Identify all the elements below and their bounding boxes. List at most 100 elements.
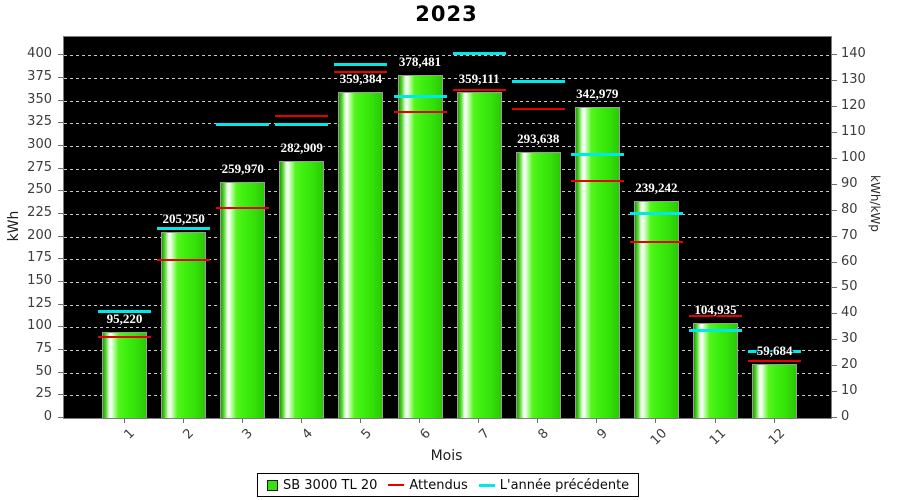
previous-year-series-swatch-icon <box>478 483 495 487</box>
x-tick-label: 1 <box>121 426 139 443</box>
bar-value-label: 378,481 <box>398 53 442 69</box>
attendus-marker <box>334 71 388 74</box>
y2-tick <box>832 287 837 289</box>
y-axis-tick-label: 300 <box>27 136 52 152</box>
x-tick-label: 5 <box>358 426 375 443</box>
y-axis-tick-label: 275 <box>27 159 52 175</box>
attendus-marker <box>216 207 270 210</box>
y2-tick <box>832 417 837 418</box>
x-tick <box>300 419 302 423</box>
gridline <box>64 168 831 170</box>
bar-value-label: 59,684 <box>756 342 793 358</box>
y-tick <box>58 144 63 146</box>
y-axis-tick-label: 350 <box>27 91 52 107</box>
y2-tick <box>832 183 837 185</box>
x-tick <box>773 419 775 423</box>
y2-axis-tick-label: 110 <box>841 123 866 139</box>
bar-value-label: 259,970 <box>221 161 264 177</box>
gridline <box>64 123 831 125</box>
gridline <box>64 395 831 397</box>
y2-tick <box>832 235 837 237</box>
previous-year-marker <box>157 226 211 230</box>
y-axis-tick-label: 75 <box>35 341 52 356</box>
y2-tick <box>832 365 837 367</box>
gridline <box>64 259 831 261</box>
gridline <box>64 281 831 283</box>
gridline <box>64 350 831 351</box>
x-tick-label: 4 <box>298 426 316 443</box>
y-axis-tick-label: 400 <box>27 46 52 62</box>
x-tick-label: 12 <box>765 426 789 449</box>
x-tick <box>241 419 243 423</box>
bar <box>633 201 679 418</box>
production-series-swatch-icon <box>266 479 278 491</box>
attendus-marker <box>275 114 329 117</box>
gridline <box>64 327 831 329</box>
y-axis-tick-label: 125 <box>27 295 52 311</box>
bar <box>220 182 266 418</box>
previous-year-marker <box>452 51 506 55</box>
bar <box>574 106 620 418</box>
bar-value-label: 293,638 <box>517 130 560 146</box>
bar-value-label: 104,935 <box>694 301 737 317</box>
y2-tick <box>832 80 837 82</box>
y2-axis-tick-label: 10 <box>841 383 858 399</box>
x-tick-label: 10 <box>647 426 671 449</box>
attendus-marker <box>393 111 447 114</box>
x-tick <box>478 419 480 423</box>
x-tick-label: 9 <box>594 426 611 443</box>
y-tick <box>58 394 63 396</box>
x-tick <box>182 419 184 423</box>
y-axis-tick-label: 25 <box>35 386 52 402</box>
y2-axis-tick-label: 90 <box>841 175 858 191</box>
x-tick <box>419 419 420 423</box>
y2-tick <box>832 339 837 341</box>
legend-label-previous-year: L'année précédente <box>499 477 630 493</box>
bar-value-label: 359,384 <box>339 71 383 86</box>
chart-title: 2023 <box>415 2 478 26</box>
x-tick-label: 3 <box>239 426 257 443</box>
y2-axis-tick-label: 140 <box>841 46 866 62</box>
y2-axis-tick-label: 130 <box>841 72 866 88</box>
attendus-marker <box>629 241 683 243</box>
x-tick <box>359 419 361 423</box>
x-tick-label: 2 <box>180 426 198 443</box>
y-axis-tick-label: 200 <box>27 227 52 243</box>
y2-axis-tick-label: 50 <box>841 279 858 295</box>
bar-value-label: 359,111 <box>458 71 500 87</box>
y2-tick <box>832 131 837 133</box>
bar-value-label: 282,909 <box>280 140 323 156</box>
y2-axis-tick-label: 40 <box>841 305 858 321</box>
gridline <box>64 55 831 57</box>
bar <box>752 363 798 418</box>
previous-year-marker <box>748 350 802 354</box>
y2-tick <box>832 261 837 263</box>
y-axis-tick-label: 175 <box>27 250 52 266</box>
y2-tick <box>832 313 837 315</box>
x-axis-title: Mois <box>430 448 463 464</box>
y2-axis-tick-label: 120 <box>841 98 866 113</box>
y-axis-tick-label: 100 <box>27 318 52 334</box>
y-axis-tick-label: 225 <box>27 204 52 220</box>
x-tick <box>714 419 716 423</box>
bar <box>161 231 207 418</box>
x-tick-label: 11 <box>706 426 730 449</box>
previous-year-marker <box>689 329 742 333</box>
x-tick <box>123 419 125 423</box>
y2-tick <box>832 209 837 211</box>
previous-year-marker <box>570 152 624 156</box>
attendus-marker <box>689 315 742 318</box>
y-axis-tick-label: 150 <box>27 272 52 288</box>
attendus-marker <box>570 180 624 183</box>
gridline <box>64 100 831 102</box>
y-axis-tick-label: 50 <box>35 363 52 379</box>
y-tick <box>58 326 63 328</box>
bar-value-label: 205,250 <box>162 210 205 226</box>
y-tick <box>58 349 63 350</box>
bar <box>397 74 443 418</box>
legend: SB 3000 TL 20 Attendus L'année précédent… <box>256 473 640 497</box>
bar-value-label: 239,242 <box>635 180 678 195</box>
y-tick <box>58 258 63 260</box>
previous-year-marker <box>275 122 329 126</box>
